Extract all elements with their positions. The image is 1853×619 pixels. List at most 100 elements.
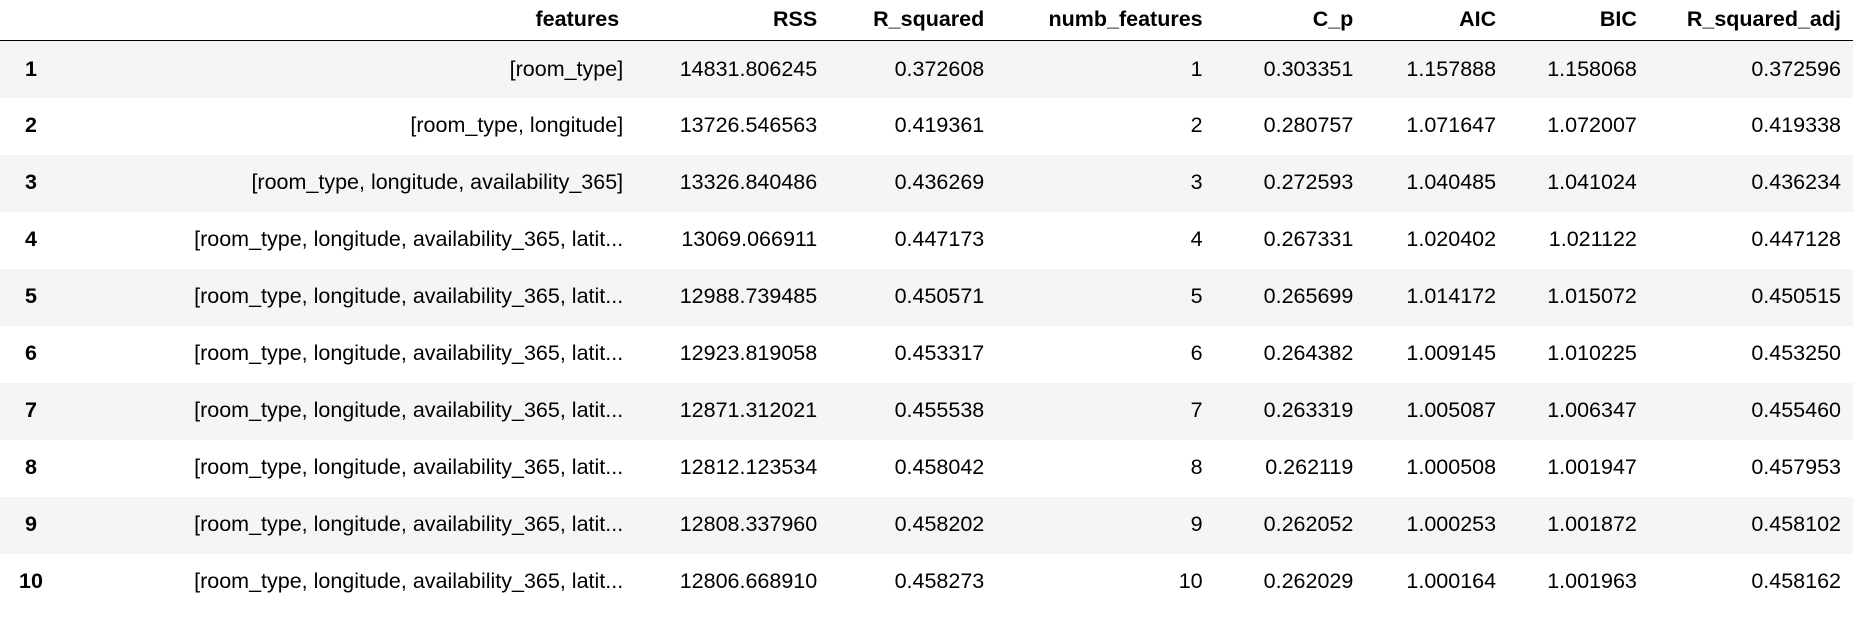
cell-rss: 12923.819058 <box>679 341 818 366</box>
cell-rss: 14831.806245 <box>679 56 818 81</box>
cell-features: [room_type, longitude, availability_365,… <box>194 284 624 309</box>
cell-features: [room_type, longitude, availability_365] <box>251 170 624 195</box>
cell-r-squared: 0.450571 <box>894 284 985 309</box>
column-header-numb-features: numb_features <box>996 0 1215 41</box>
cell-r-squared: 0.436269 <box>894 170 985 195</box>
cell-aic: 1.014172 <box>1406 284 1497 309</box>
cell-rss: 12808.337960 <box>679 512 818 537</box>
cell-r-squared: 0.458202 <box>894 512 985 537</box>
cell-numb-features: 2 <box>1190 113 1203 138</box>
header-row: features RSS R_squared numb_features C_p… <box>0 0 1853 41</box>
row-index: 1 <box>25 56 37 81</box>
table-row: 2 [room_type, longitude] 13726.546563 0.419… <box>0 97 1853 155</box>
row-index: 4 <box>25 227 37 252</box>
cell-numb-features: 4 <box>1190 227 1203 252</box>
cell-bic: 1.021122 <box>1548 227 1637 252</box>
cell-bic: 1.015072 <box>1547 284 1637 309</box>
cell-r-squared: 0.453317 <box>894 341 985 366</box>
cell-r-squared-adj: 0.457953 <box>1751 455 1841 480</box>
cell-bic: 1.001872 <box>1547 512 1637 537</box>
cell-c-p: 0.262029 <box>1263 569 1354 594</box>
cell-rss: 12871.312021 <box>679 398 818 423</box>
cell-r-squared: 0.419361 <box>894 113 985 138</box>
cell-numb-features: 8 <box>1190 455 1203 480</box>
cell-aic: 1.000508 <box>1406 455 1497 480</box>
cell-features: [room_type, longitude, availability_365,… <box>194 512 624 537</box>
column-header-aic: AIC <box>1367 0 1509 41</box>
cell-features: [room_type, longitude, availability_365,… <box>194 569 624 594</box>
cell-rss: 12988.739485 <box>679 284 818 309</box>
column-header-features: features <box>62 0 632 41</box>
cell-bic: 1.041024 <box>1547 170 1637 195</box>
cell-aic: 1.071647 <box>1406 113 1497 138</box>
cell-r-squared-adj: 0.447128 <box>1751 227 1841 252</box>
table-row: 9 [room_type, longitude, availability_365… <box>0 496 1853 554</box>
cell-bic: 1.010225 <box>1547 341 1637 366</box>
cell-aic: 1.009145 <box>1406 341 1497 366</box>
row-index: 7 <box>25 398 37 423</box>
cell-features: [room_type, longitude, availability_365,… <box>194 455 624 480</box>
cell-c-p: 0.264382 <box>1263 341 1354 366</box>
table-row: 4 [room_type, longitude, availability_365… <box>0 211 1853 269</box>
table-row: 1 [room_type] 14831.806245 0.372608 1 0.30335… <box>0 40 1853 98</box>
table-row: 8 [room_type, longitude, availability_365… <box>0 439 1853 497</box>
table-body: 1 [room_type] 14831.806245 0.372608 1 0.30335… <box>0 40 1853 611</box>
row-index: 10 <box>19 569 43 594</box>
row-index: 3 <box>25 170 37 195</box>
table-row: 6 [room_type, longitude, availability_365… <box>0 325 1853 383</box>
cell-aic: 1.000253 <box>1406 512 1497 537</box>
cell-bic: 1.072007 <box>1547 113 1637 138</box>
row-index: 9 <box>25 512 37 537</box>
cell-r-squared-adj: 0.455460 <box>1751 398 1841 423</box>
column-header-r-squared-adj: R_squared_adj <box>1648 0 1853 41</box>
cell-numb-features: 7 <box>1190 398 1203 423</box>
cell-aic: 1.020402 <box>1406 227 1497 252</box>
table-row: 7 [room_type, longitude, availability_365… <box>0 382 1853 440</box>
cell-bic: 1.006347 <box>1547 398 1637 423</box>
cell-aic: 1.157888 <box>1406 56 1497 81</box>
column-header-rss: RSS <box>631 0 830 41</box>
cell-rss: 13069.066911 <box>681 227 818 252</box>
cell-numb-features: 5 <box>1190 284 1203 309</box>
row-index: 6 <box>25 341 37 366</box>
cell-bic: 1.001947 <box>1547 455 1637 480</box>
cell-rss: 13326.840486 <box>679 170 818 195</box>
cell-c-p: 0.262119 <box>1265 455 1354 480</box>
cell-features: [room_type, longitude, availability_365,… <box>194 398 624 423</box>
cell-numb-features: 9 <box>1190 512 1203 537</box>
cell-c-p: 0.272593 <box>1263 170 1354 195</box>
cell-r-squared: 0.458042 <box>894 455 985 480</box>
table-row: 10 [room_type, longitude, availability_36… <box>0 553 1853 611</box>
cell-r-squared-adj: 0.450515 <box>1751 284 1841 309</box>
cell-numb-features: 3 <box>1190 170 1203 195</box>
cell-r-squared-adj: 0.458102 <box>1751 512 1841 537</box>
cell-r-squared-adj: 0.372596 <box>1751 56 1841 81</box>
cell-c-p: 0.263319 <box>1263 398 1354 423</box>
table-row: 5 [room_type, longitude, availability_365… <box>0 268 1853 326</box>
cell-numb-features: 1 <box>1190 56 1203 81</box>
cell-c-p: 0.265699 <box>1263 284 1354 309</box>
cell-aic: 1.040485 <box>1406 170 1497 195</box>
cell-c-p: 0.262052 <box>1263 512 1354 537</box>
cell-features: [room_type, longitude, availability_365,… <box>194 341 624 366</box>
table-row: 3 [room_type, longitude, availability_365… <box>0 154 1853 212</box>
cell-r-squared-adj: 0.453250 <box>1751 341 1841 366</box>
cell-r-squared-adj: 0.436234 <box>1751 170 1841 195</box>
cell-numb-features: 6 <box>1190 341 1203 366</box>
cell-features: [room_type, longitude, availability_365,… <box>194 227 624 252</box>
column-header-r-squared: R_squared <box>829 0 997 41</box>
cell-features: [room_type] <box>509 56 624 81</box>
cell-features: [room_type, longitude] <box>410 113 624 138</box>
cell-c-p: 0.267331 <box>1263 227 1354 252</box>
cell-r-squared: 0.372608 <box>894 56 985 81</box>
cell-c-p: 0.303351 <box>1263 56 1354 81</box>
cell-bic: 1.158068 <box>1547 56 1637 81</box>
cell-rss: 13726.546563 <box>679 113 818 138</box>
cell-numb-features: 10 <box>1178 569 1203 594</box>
column-header-bic: BIC <box>1508 0 1649 41</box>
cell-bic: 1.001963 <box>1547 569 1637 594</box>
cell-r-squared: 0.447173 <box>894 227 985 252</box>
cell-rss: 12812.123534 <box>679 455 818 480</box>
cell-aic: 1.000164 <box>1406 569 1497 594</box>
